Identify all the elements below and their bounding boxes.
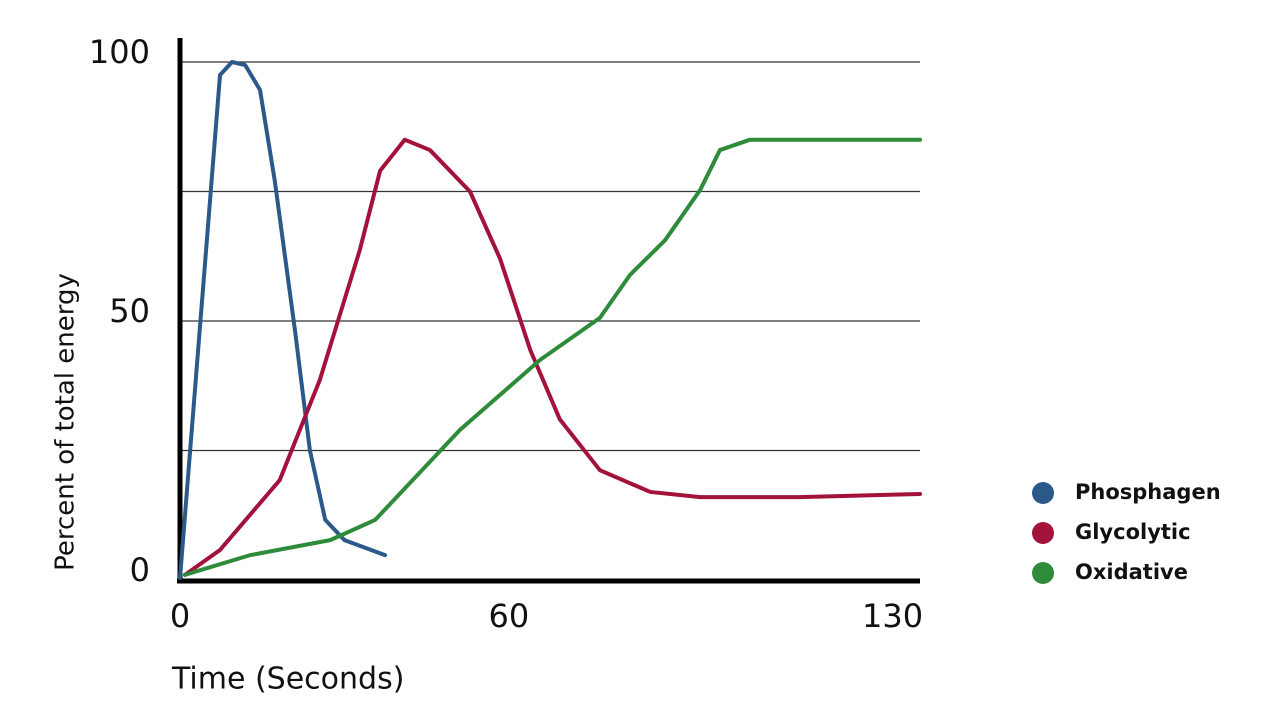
x-tick-label: 60 <box>489 597 530 635</box>
x-axis-label: Time (Seconds) <box>171 662 404 697</box>
y-tick-label: 100 <box>89 33 150 71</box>
x-tick-label: 130 <box>862 597 923 635</box>
y-axis-label: Percent of total energy <box>51 273 81 571</box>
y-tick-label: 0 <box>130 551 150 589</box>
x-tick-label: 0 <box>170 597 190 635</box>
series-line <box>182 137 922 577</box>
series-line <box>182 137 922 577</box>
legend-marker <box>1032 482 1054 504</box>
legend-marker <box>1032 562 1054 584</box>
legend-label: Phosphagen <box>1075 480 1221 504</box>
legend-label: Oxidative <box>1075 560 1188 584</box>
legend-label: Glycolytic <box>1075 520 1191 544</box>
series-line <box>178 60 388 580</box>
y-tick-label: 50 <box>109 292 150 330</box>
legend-marker <box>1032 522 1054 544</box>
